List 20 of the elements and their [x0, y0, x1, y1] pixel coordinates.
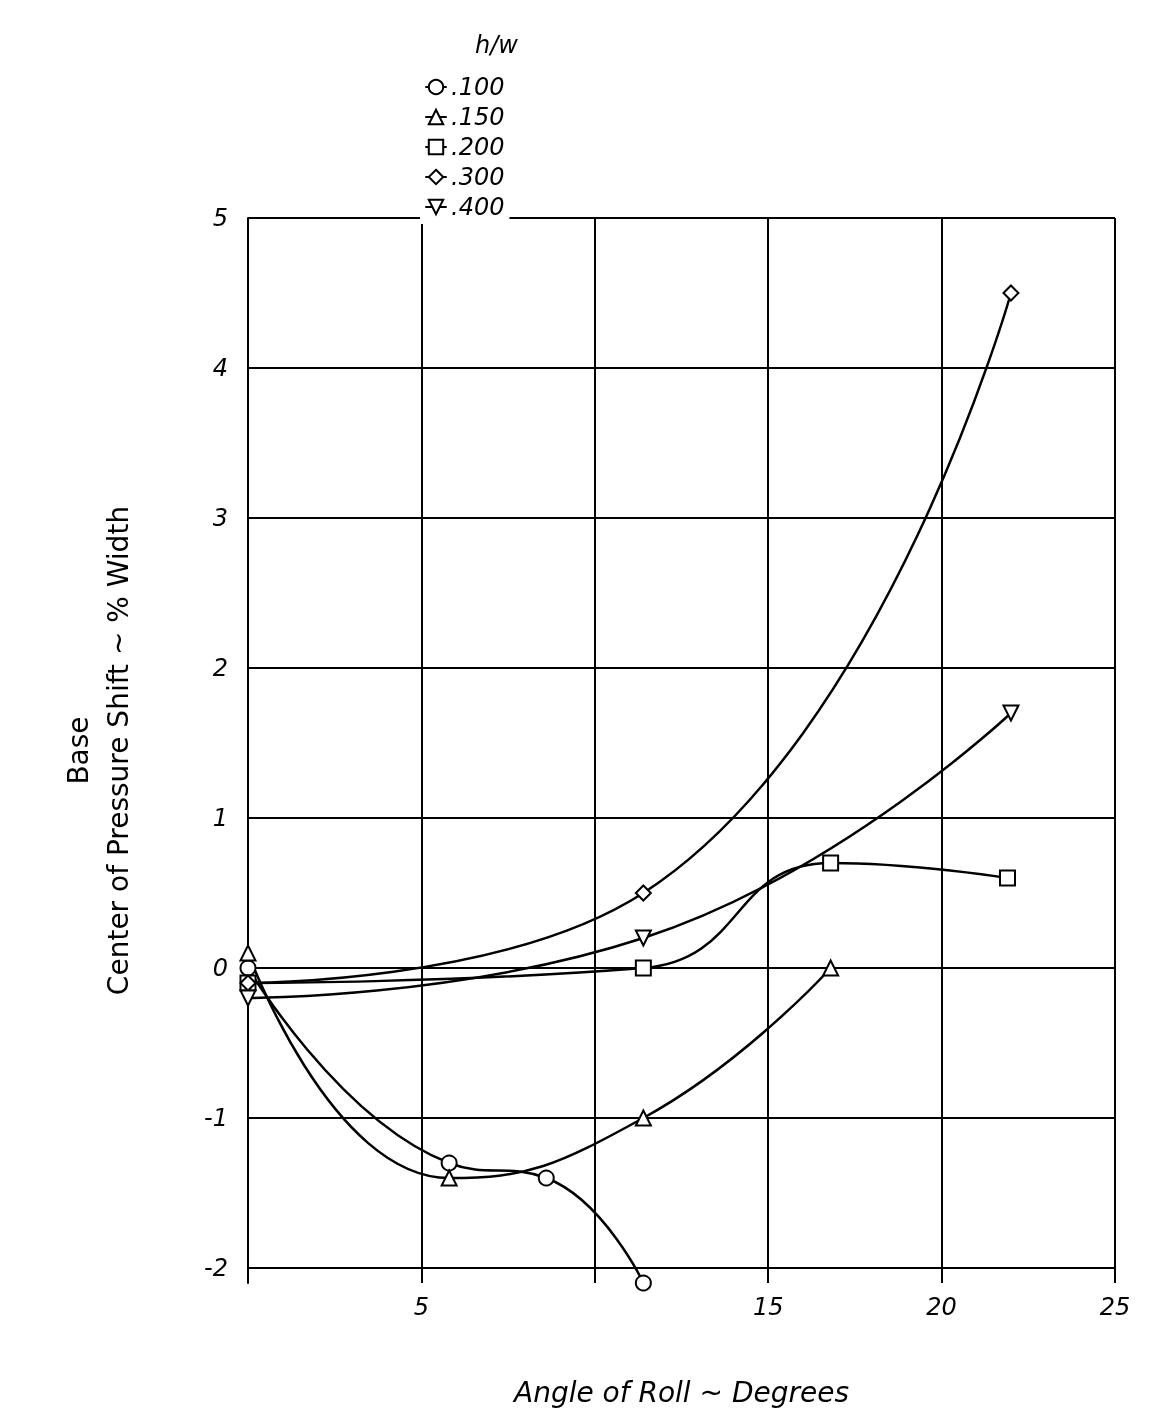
legend-label: .300 — [451, 163, 505, 191]
y-axis-title: Base Center of Pressure Shift ~ % Width — [61, 505, 135, 996]
legend-label: .100 — [451, 73, 505, 101]
x-axis-title: Angle of Roll ~ Degrees — [512, 1375, 849, 1409]
x-tick-label: 25 — [1099, 1293, 1131, 1321]
y-tick-label: 3 — [212, 504, 228, 532]
y-tick-label: 0 — [212, 954, 228, 982]
y-tick-label: 5 — [212, 204, 228, 232]
x-tick-label: 20 — [926, 1293, 957, 1321]
x-tick-label: 5 — [413, 1293, 430, 1321]
legend-label: .150 — [451, 103, 505, 131]
y-tick-label: -1 — [204, 1104, 228, 1132]
legend-label: .400 — [451, 193, 505, 221]
y-tick-label: 2 — [212, 654, 228, 682]
y-tick-label: 1 — [212, 804, 228, 832]
x-tick-label: 15 — [752, 1293, 784, 1321]
y-tick-label: -2 — [204, 1254, 228, 1282]
legend-label: .200 — [451, 133, 505, 161]
y-tick-label: 4 — [212, 354, 228, 382]
legend-title: h/w — [475, 31, 519, 59]
